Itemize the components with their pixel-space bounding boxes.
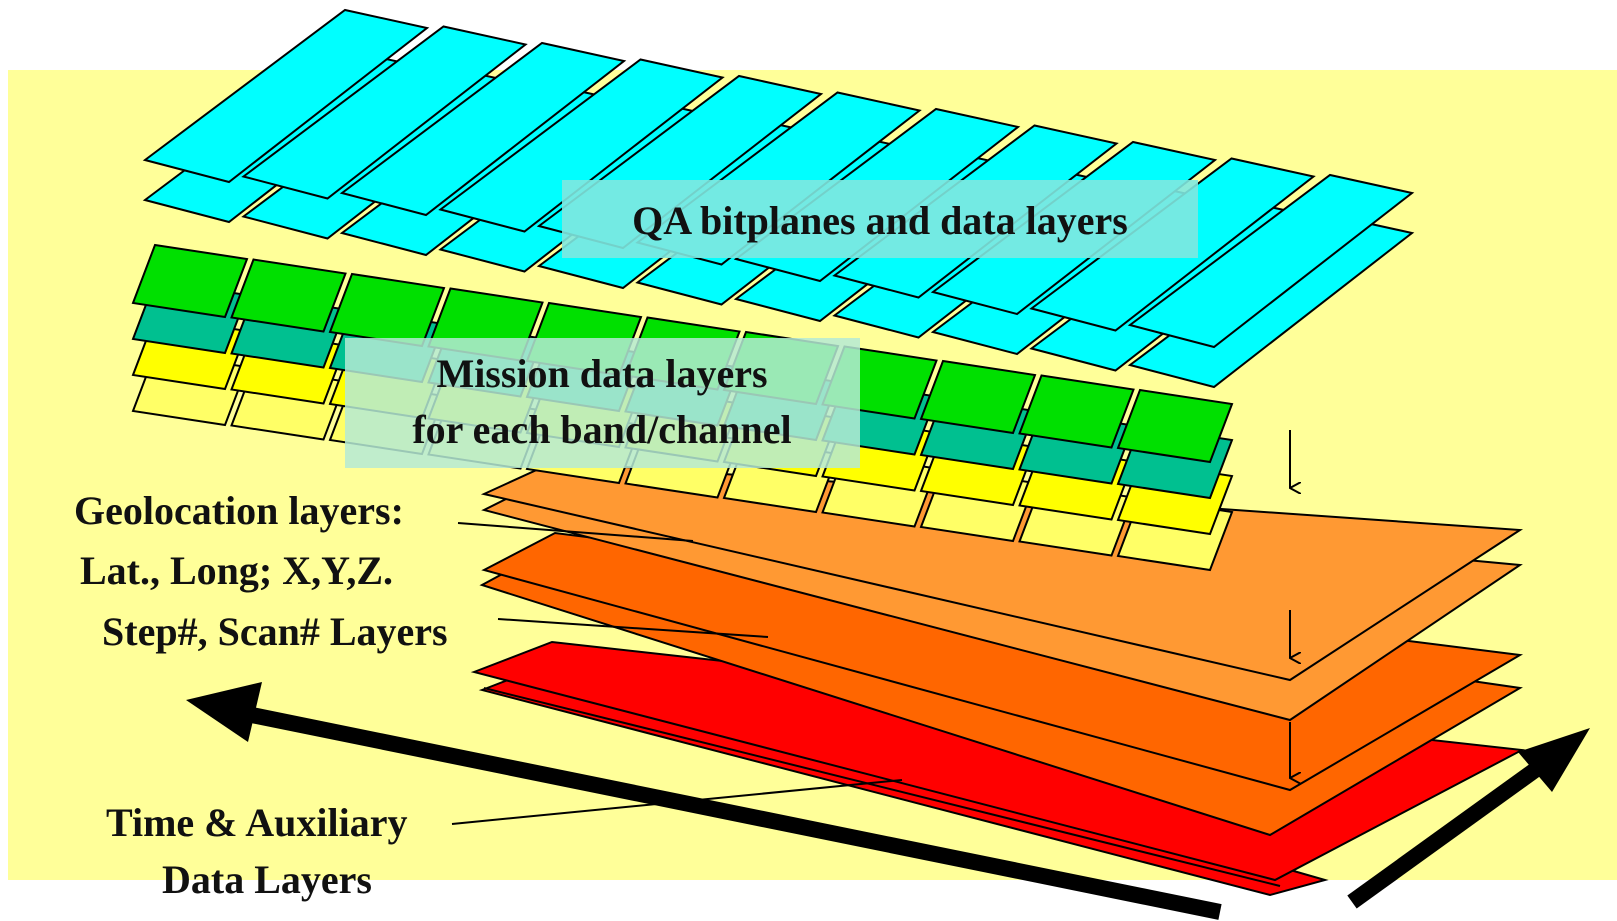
time-aux-label-line1: Time & Auxiliary [106,800,407,845]
thick-arrow-right-icon [1347,728,1590,909]
mission-tile-green [1018,374,1135,449]
qa-strip-upper [339,41,627,217]
qa-strip-upper [241,25,528,200]
geo-leader-line [457,522,694,542]
geo-layer-top [480,460,1524,682]
mission-label-line1: Mission data layers [436,351,767,396]
mission-tile-green [328,272,446,348]
mission-tile-green [230,258,347,333]
qa-strip-upper [438,58,725,233]
step-leader-line [497,618,769,638]
mission-tile-green [131,243,249,319]
geolocation-label-line1: Geolocation layers: [74,488,404,533]
qa-strip-upper [142,8,430,184]
time-aux-label-line2: Data Layers [162,857,372,902]
mission-label-line2: for each band/channel [412,407,791,452]
qa-label-box [562,180,1198,258]
step-scan-label: Step#, Scan# Layers [102,609,448,654]
mission-label-box [345,338,860,468]
qa-strip-upper [1127,173,1415,349]
mission-tile-green [919,359,1037,435]
thick-arrow-left-icon [186,682,1222,920]
step-scan-layers [479,531,1524,837]
qa-label: QA bitplanes and data layers [632,198,1128,243]
mission-tile-green [1116,388,1234,464]
geolocation-label-line2: Lat., Long; X,Y,Z. [80,548,393,593]
time-layer-edge [483,687,1281,887]
geolocation-layers [480,460,1524,722]
step-layer-top [481,531,1524,792]
